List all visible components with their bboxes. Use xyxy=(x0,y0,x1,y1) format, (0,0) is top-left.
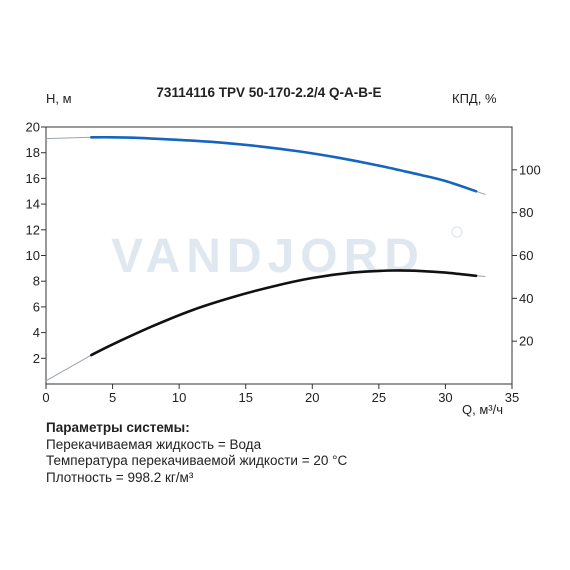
curve-extension-line xyxy=(475,190,486,195)
x-tick-label: 25 xyxy=(372,390,386,405)
y-left-tick-label: 4 xyxy=(33,325,40,340)
curve-extension-line xyxy=(45,354,92,382)
efficiency-curve-line xyxy=(90,269,478,357)
y-left-tick-label: 8 xyxy=(33,274,40,289)
y-left-tick-label: 14 xyxy=(26,197,40,212)
x-axis-label: Q, м³/ч xyxy=(462,402,503,417)
x-tick-label: 0 xyxy=(42,390,49,405)
y-right-tick-label: 20 xyxy=(519,334,533,349)
y-left-tick-label: 6 xyxy=(33,299,40,314)
x-tick-label: 15 xyxy=(238,390,252,405)
y-left-tick-label: 2 xyxy=(33,351,40,366)
curve-series xyxy=(90,135,478,357)
head-curve-line xyxy=(90,135,478,193)
x-tick-label: 35 xyxy=(505,390,519,405)
y-left-axis-ticks: 2 4 6 8 10 12 14 16 18 20 xyxy=(26,120,46,366)
curve-extension-line xyxy=(45,136,92,140)
watermark: VANDJORD xyxy=(111,226,463,283)
param-temperature: Температура перекачиваемой жидкости = 20… xyxy=(46,453,348,468)
system-parameters-title: Параметры системы: xyxy=(46,420,190,435)
param-fluid: Перекачиваемая жидкость = Вода xyxy=(46,436,262,452)
y-right-axis-ticks: 20 40 60 80 100 xyxy=(512,162,541,349)
registered-mark-icon xyxy=(451,226,463,238)
y-left-tick-label: 16 xyxy=(26,171,40,186)
y-left-tick-label: 20 xyxy=(26,120,40,135)
y-left-tick-label: 10 xyxy=(26,248,40,263)
x-axis-ticks: 0 5 10 15 20 25 30 35 xyxy=(42,384,519,405)
y-left-tick-label: 12 xyxy=(26,222,40,237)
y-right-tick-label: 40 xyxy=(519,291,533,306)
y-left-axis-label: H, м xyxy=(46,91,72,106)
curve-extension-line xyxy=(476,275,486,277)
x-tick-label: 20 xyxy=(305,390,319,405)
x-tick-label: 30 xyxy=(438,390,452,405)
y-right-tick-label: 60 xyxy=(519,248,533,263)
y-right-tick-label: 100 xyxy=(519,162,541,177)
y-right-axis-label: КПД, % xyxy=(452,91,497,106)
y-left-tick-label: 18 xyxy=(26,145,40,160)
y-right-tick-label: 80 xyxy=(519,205,533,220)
chart-title: 73114116 TPV 50-170-2.2/4 Q-A-B-E xyxy=(156,85,381,100)
x-tick-label: 10 xyxy=(172,390,186,405)
system-parameters: Параметры системы: Перекачиваемая жидкос… xyxy=(46,420,347,486)
param-density: Плотность = 998.2 кг/м³ xyxy=(46,469,194,485)
x-tick-label: 5 xyxy=(109,390,116,405)
watermark-text: VANDJORD xyxy=(111,230,425,283)
curve-extensions xyxy=(45,136,486,382)
